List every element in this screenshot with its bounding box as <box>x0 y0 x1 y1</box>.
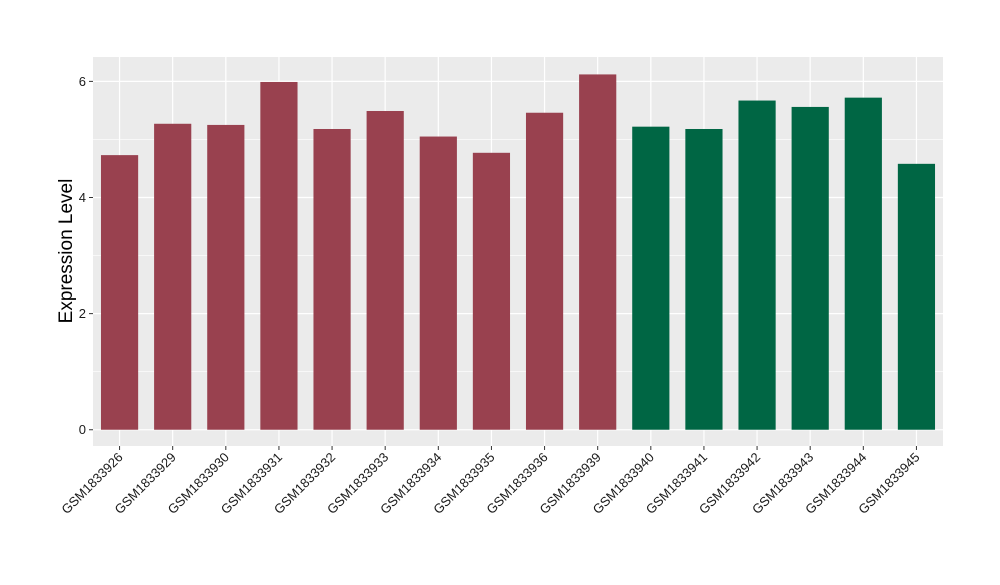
y-tick-label: 0 <box>79 422 86 437</box>
bar-GSM1833945 <box>897 163 936 430</box>
bar-GSM1833935 <box>472 152 511 430</box>
y-tick-label: 6 <box>79 74 86 89</box>
bar-GSM1833940 <box>632 126 670 430</box>
y-axis: 0 2 4 6 <box>79 74 93 437</box>
bar-GSM1833942 <box>738 100 776 430</box>
bar-GSM1833933 <box>366 110 404 430</box>
x-axis: GSM1833926GSM1833929GSM1833930GSM1833931… <box>58 446 923 517</box>
y-axis-title: Expression Level <box>56 179 77 324</box>
bar-GSM1833930 <box>207 124 245 430</box>
bar-GSM1833936 <box>525 112 564 430</box>
bar-GSM1833926 <box>100 155 139 430</box>
bar-GSM1833944 <box>844 97 882 430</box>
bars <box>100 74 936 430</box>
bar-GSM1833932 <box>313 128 351 430</box>
bar-GSM1833939 <box>579 74 617 430</box>
y-tick-label: 4 <box>79 190 86 205</box>
bar-GSM1833931 <box>260 81 298 430</box>
bar-GSM1833943 <box>791 106 829 430</box>
bar-GSM1833929 <box>154 123 192 430</box>
bar-GSM1833941 <box>685 128 723 430</box>
y-tick-label: 2 <box>79 306 86 321</box>
bar-GSM1833934 <box>419 136 457 430</box>
